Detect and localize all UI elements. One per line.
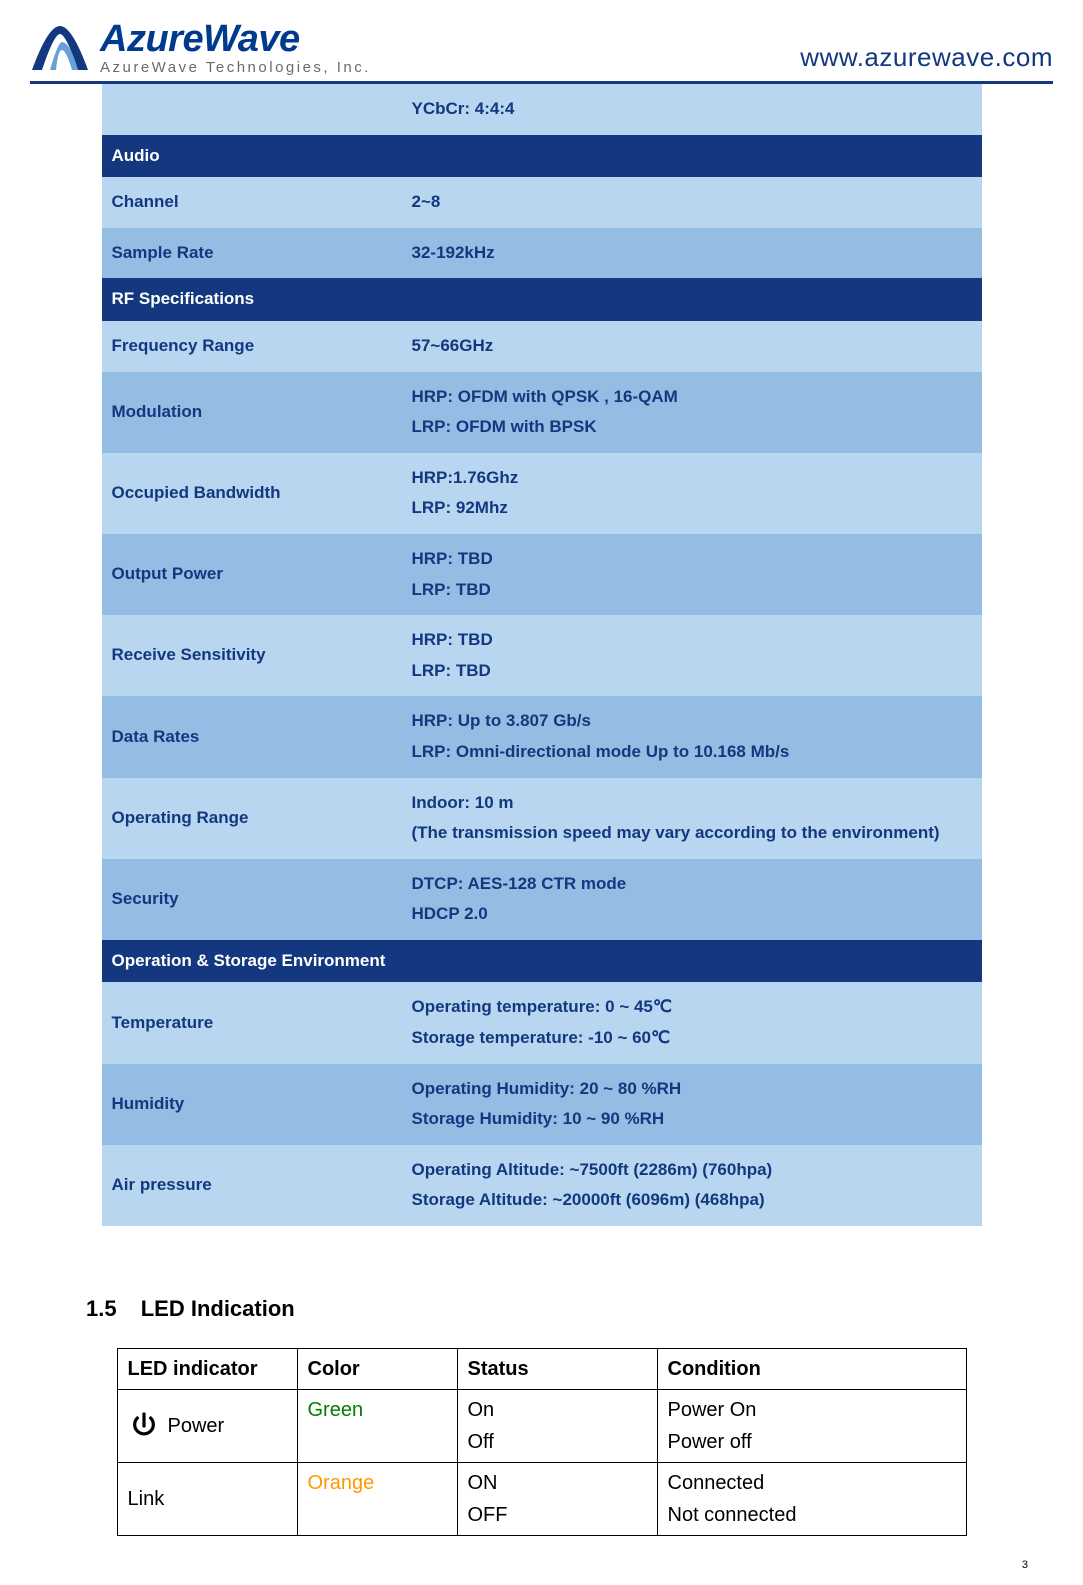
spec-value: HRP: TBDLRP: TBD <box>402 615 982 696</box>
spec-row: Receive SensitivityHRP: TBDLRP: TBD <box>102 615 982 696</box>
spec-row: HumidityOperating Humidity: 20 ~ 80 %RHS… <box>102 1064 982 1145</box>
spec-row: Occupied BandwidthHRP:1.76GhzLRP: 92Mhz <box>102 453 982 534</box>
led-status-cell: OnOff <box>457 1390 657 1463</box>
spec-label: Temperature <box>102 982 402 1063</box>
led-condition-cell: Power OnPower off <box>657 1390 966 1463</box>
spec-label: Occupied Bandwidth <box>102 453 402 534</box>
spec-value: Operating Humidity: 20 ~ 80 %RHStorage H… <box>402 1064 982 1145</box>
power-icon <box>128 1410 160 1442</box>
led-indicator-cell: Link <box>117 1463 297 1536</box>
led-indicator-cell: Power <box>117 1390 297 1463</box>
led-condition-cell: ConnectedNot connected <box>657 1463 966 1536</box>
spec-value: DTCP: AES-128 CTR modeHDCP 2.0 <box>402 859 982 940</box>
spec-value: HRP:1.76GhzLRP: 92Mhz <box>402 453 982 534</box>
led-col-status: Status <box>457 1349 657 1390</box>
led-indicator-label: Power <box>168 1410 225 1442</box>
spec-value: 32-192kHz <box>402 228 982 279</box>
spec-value: 2~8 <box>402 177 982 228</box>
spec-label: Modulation <box>102 372 402 453</box>
spec-row: Frequency Range57~66GHz <box>102 321 982 372</box>
spec-label: Receive Sensitivity <box>102 615 402 696</box>
spec-value: YCbCr: 4:4:4 <box>402 84 982 135</box>
spec-label: Data Rates <box>102 696 402 777</box>
led-table-row: Power GreenOnOffPower OnPower off <box>117 1390 966 1463</box>
led-color-cell: Green <box>297 1390 457 1463</box>
led-status-cell: ONOFF <box>457 1463 657 1536</box>
spec-label: Output Power <box>102 534 402 615</box>
led-color-cell: Orange <box>297 1463 457 1536</box>
logo-sub-text: AzureWave Technologies, Inc. <box>100 60 371 75</box>
spec-section-header: RF Specifications <box>102 278 982 321</box>
spec-label: Sample Rate <box>102 228 402 279</box>
page-number: 3 <box>1022 1559 1028 1571</box>
page-header: AzureWave AzureWave Technologies, Inc. w… <box>30 20 1053 75</box>
spec-row: Air pressureOperating Altitude: ~7500ft … <box>102 1145 982 1226</box>
led-table-row: LinkOrangeONOFFConnectedNot connected <box>117 1463 966 1536</box>
spec-section-title: RF Specifications <box>102 278 982 321</box>
led-col-condition: Condition <box>657 1349 966 1390</box>
spec-value: Operating temperature: 0 ~ 45℃Storage te… <box>402 982 982 1063</box>
spec-label: Security <box>102 859 402 940</box>
spec-row: YCbCr: 4:4:4 <box>102 84 982 135</box>
section-title-led: 1.5 LED Indication <box>86 1296 1053 1322</box>
spec-row: ModulationHRP: OFDM with QPSK , 16-QAMLR… <box>102 372 982 453</box>
spec-value: HRP: TBDLRP: TBD <box>402 534 982 615</box>
spec-label: Channel <box>102 177 402 228</box>
azurewave-logo-icon <box>30 20 90 72</box>
spec-row: Operating RangeIndoor: 10 m(The transmis… <box>102 778 982 859</box>
section-heading: LED Indication <box>141 1296 295 1321</box>
spec-row: Channel2~8 <box>102 177 982 228</box>
spec-section-title: Operation & Storage Environment <box>102 940 982 983</box>
section-number: 1.5 <box>86 1296 117 1321</box>
spec-row: TemperatureOperating temperature: 0 ~ 45… <box>102 982 982 1063</box>
led-col-indicator: LED indicator <box>117 1349 297 1390</box>
spec-row: Output PowerHRP: TBDLRP: TBD <box>102 534 982 615</box>
header-url: www.azurewave.com <box>800 42 1053 73</box>
spec-row: Data RatesHRP: Up to 3.807 Gb/sLRP: Omni… <box>102 696 982 777</box>
spec-row: SecurityDTCP: AES-128 CTR modeHDCP 2.0 <box>102 859 982 940</box>
spec-section-title: Audio <box>102 135 982 178</box>
logo-block: AzureWave AzureWave Technologies, Inc. <box>30 20 371 75</box>
spec-value: Operating Altitude: ~7500ft (2286m) (760… <box>402 1145 982 1226</box>
spec-section-header: Audio <box>102 135 982 178</box>
led-col-color: Color <box>297 1349 457 1390</box>
logo-main-text: AzureWave <box>100 20 371 58</box>
spec-value: Indoor: 10 m(The transmission speed may … <box>402 778 982 859</box>
spec-label: Air pressure <box>102 1145 402 1226</box>
spec-value: HRP: Up to 3.807 Gb/sLRP: Omni-direction… <box>402 696 982 777</box>
spec-section-header: Operation & Storage Environment <box>102 940 982 983</box>
led-table-header-row: LED indicator Color Status Condition <box>117 1349 966 1390</box>
spec-label: Frequency Range <box>102 321 402 372</box>
spec-label: Operating Range <box>102 778 402 859</box>
spec-value: HRP: OFDM with QPSK , 16-QAMLRP: OFDM wi… <box>402 372 982 453</box>
spec-label: Humidity <box>102 1064 402 1145</box>
spec-table: YCbCr: 4:4:4AudioChannel2~8Sample Rate32… <box>102 84 982 1226</box>
led-table: LED indicator Color Status Condition Pow… <box>117 1348 967 1536</box>
spec-value: 57~66GHz <box>402 321 982 372</box>
spec-row: Sample Rate32-192kHz <box>102 228 982 279</box>
spec-label <box>102 84 402 135</box>
